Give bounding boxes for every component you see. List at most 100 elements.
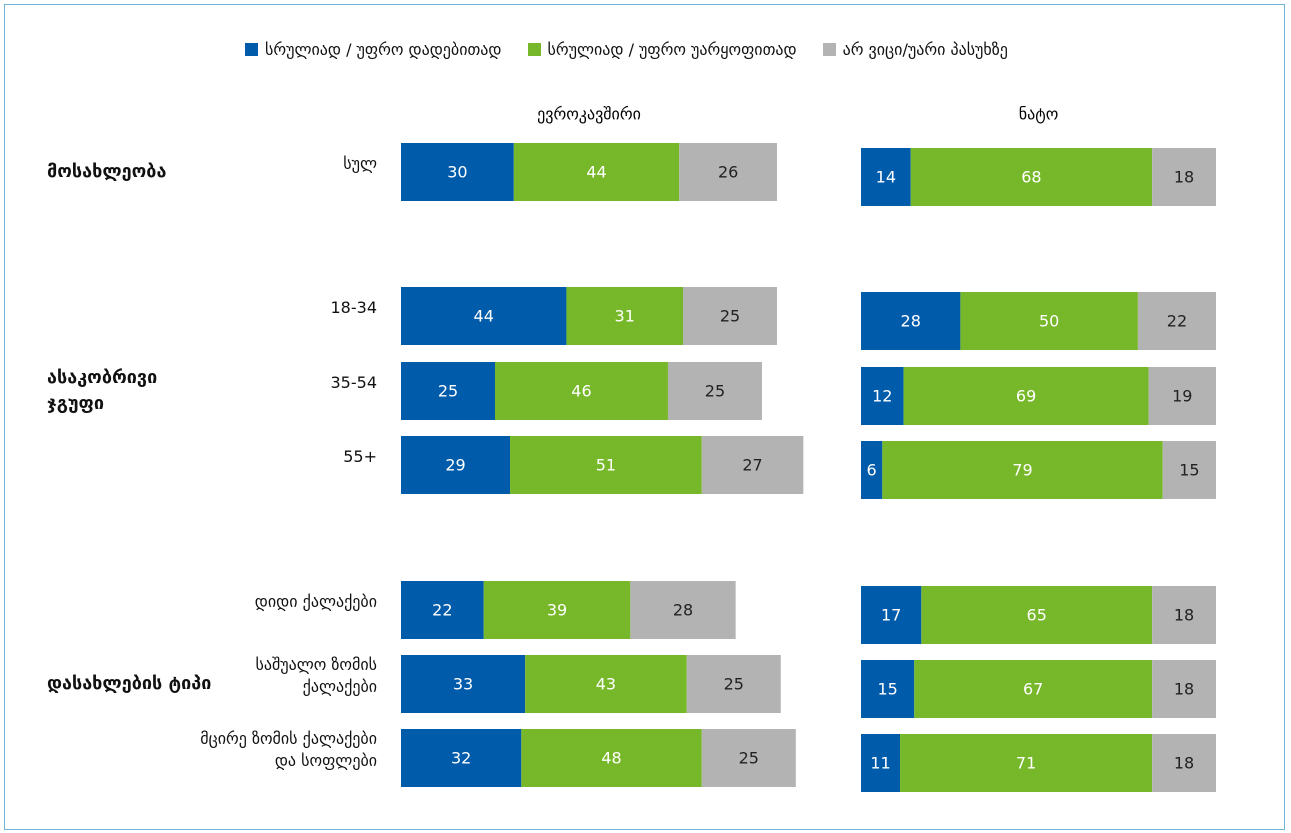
bar-segment bbox=[401, 581, 484, 639]
category-label: 18-34 bbox=[330, 298, 378, 317]
bar-segment bbox=[960, 292, 1138, 350]
bar-segment bbox=[401, 362, 495, 420]
value-label: 69 bbox=[1016, 387, 1036, 406]
bar-segment bbox=[861, 734, 901, 792]
bar-segment bbox=[882, 441, 1163, 499]
bar-segment bbox=[1152, 586, 1216, 644]
group-label: მოსახლეობა bbox=[47, 161, 167, 182]
bar-segment bbox=[861, 148, 911, 206]
category-label: 55+ bbox=[343, 447, 377, 466]
value-label: 25 bbox=[739, 749, 759, 768]
bar-segment bbox=[861, 292, 961, 350]
value-label: 43 bbox=[596, 675, 616, 694]
value-label: 48 bbox=[601, 749, 621, 768]
value-label: 30 bbox=[447, 163, 467, 182]
value-label: 29 bbox=[445, 456, 465, 475]
value-label: 79 bbox=[1012, 461, 1032, 480]
value-label: 44 bbox=[586, 163, 606, 182]
bar-segment bbox=[679, 143, 777, 201]
value-label: 25 bbox=[724, 675, 744, 694]
bar-segment bbox=[914, 660, 1153, 718]
bar-segment bbox=[921, 586, 1153, 644]
value-label: 22 bbox=[432, 601, 452, 620]
value-label: 18 bbox=[1174, 168, 1194, 187]
legend-item: სრულიად / უფრო უარყოფითად bbox=[527, 40, 797, 59]
category-label: მცირე ზომის ქალაქები და სოფლები bbox=[200, 729, 377, 770]
frame bbox=[4, 4, 1285, 830]
value-label: 19 bbox=[1172, 387, 1192, 406]
legend-item: არ ვიცი/უარი პასუხზე bbox=[822, 40, 1008, 59]
value-label: 18 bbox=[1174, 754, 1194, 773]
bar-segment bbox=[483, 581, 631, 639]
value-label: 44 bbox=[474, 307, 494, 326]
bar-segment bbox=[1148, 367, 1216, 425]
bar-segment bbox=[1137, 292, 1216, 350]
value-label: 6 bbox=[867, 461, 877, 480]
legend: სრულიად / უფრო დადებითად სრულიად / უფრო უ… bbox=[245, 40, 1008, 59]
value-label: 25 bbox=[705, 382, 725, 401]
bar-segment bbox=[525, 655, 687, 713]
value-label: 15 bbox=[1179, 461, 1199, 480]
legend-swatch bbox=[245, 43, 258, 56]
value-label: 17 bbox=[881, 606, 901, 625]
bar-segment bbox=[861, 660, 915, 718]
bar-segment bbox=[630, 581, 736, 639]
bar-segment bbox=[1152, 660, 1216, 718]
value-label: 25 bbox=[720, 307, 740, 326]
bar-segment bbox=[1162, 441, 1216, 499]
value-label: 25 bbox=[438, 382, 458, 401]
bar-segment bbox=[861, 441, 883, 499]
panel-title: ნატო bbox=[1019, 105, 1059, 124]
panel-title: ევროკავშირი bbox=[537, 105, 641, 124]
value-label: 22 bbox=[1167, 312, 1187, 331]
legend-swatch bbox=[822, 43, 836, 56]
value-label: 68 bbox=[1021, 168, 1041, 187]
value-label: 26 bbox=[718, 163, 738, 182]
bar-segment bbox=[701, 436, 804, 494]
bar-segment bbox=[401, 655, 526, 713]
bar-segment bbox=[566, 287, 683, 345]
bar-segment bbox=[401, 287, 567, 345]
legend-swatch bbox=[527, 43, 541, 56]
value-label: 11 bbox=[870, 754, 890, 773]
bar-segment bbox=[903, 367, 1149, 425]
value-label: 46 bbox=[571, 382, 591, 401]
value-label: 65 bbox=[1027, 606, 1047, 625]
category-label: დიდი ქალაქები bbox=[254, 592, 377, 611]
group-label: დასახლების ტიპი bbox=[47, 673, 212, 694]
bar-segment bbox=[1152, 148, 1216, 206]
value-label: 39 bbox=[547, 601, 567, 620]
bar-segment bbox=[401, 729, 522, 787]
value-label: 33 bbox=[453, 675, 473, 694]
value-label: 31 bbox=[615, 307, 635, 326]
value-label: 28 bbox=[673, 601, 693, 620]
category-label: სულ bbox=[343, 154, 377, 173]
bar-segment bbox=[667, 362, 762, 420]
bar-segment bbox=[510, 436, 702, 494]
bar-segment bbox=[495, 362, 668, 420]
bar-segment bbox=[900, 734, 1153, 792]
value-label: 67 bbox=[1023, 680, 1043, 699]
bar-segment bbox=[910, 148, 1153, 206]
value-label: 32 bbox=[451, 749, 471, 768]
legend-label: სრულიად / უფრო უარყოფითად bbox=[547, 40, 797, 59]
bar-segment bbox=[686, 655, 781, 713]
value-label: 51 bbox=[596, 456, 616, 475]
bar-segment bbox=[683, 287, 777, 345]
value-label: 71 bbox=[1016, 754, 1036, 773]
bar-segment bbox=[861, 586, 922, 644]
group-label: ასაკობრივი ჯგუფი bbox=[47, 366, 158, 414]
value-label: 18 bbox=[1174, 606, 1194, 625]
bar-segment bbox=[1152, 734, 1216, 792]
value-label: 27 bbox=[742, 456, 762, 475]
legend-label: სრულიად / უფრო დადებითად bbox=[265, 40, 502, 59]
value-label: 50 bbox=[1039, 312, 1059, 331]
legend-label: არ ვიცი/უარი პასუხზე bbox=[842, 40, 1008, 59]
bar-segment bbox=[401, 436, 511, 494]
bar-segment bbox=[701, 729, 796, 787]
bar-segment bbox=[513, 143, 680, 201]
bar-segment bbox=[401, 143, 514, 201]
category-label: საშუალო ზომის ქალაქები bbox=[255, 655, 377, 696]
